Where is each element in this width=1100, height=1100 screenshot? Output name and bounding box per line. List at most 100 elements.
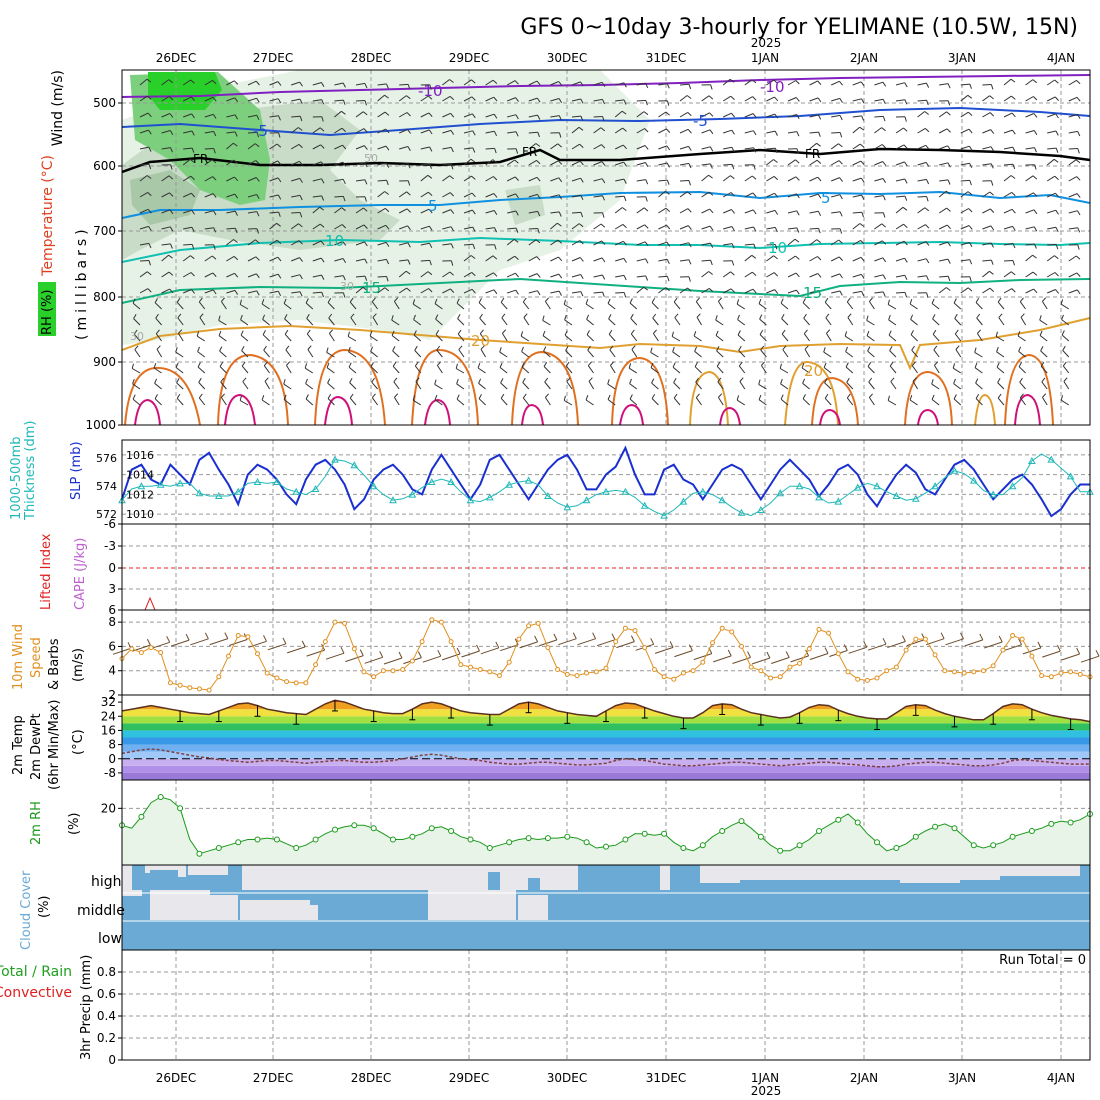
wind-point: [477, 667, 483, 672]
date-label: 29DEC: [449, 1071, 489, 1085]
thickness-marker: [485, 493, 494, 501]
date-label: 26DEC: [156, 1071, 196, 1085]
cloud-clear-block: [240, 900, 310, 920]
slp-tick-label: 1010: [126, 508, 154, 521]
cloud-block: [612, 880, 642, 890]
rh-point: [273, 836, 280, 843]
wind-point: [429, 617, 435, 623]
y-tick-label: 600: [93, 159, 116, 173]
label-rh30-a: 30: [130, 330, 144, 343]
wind-point: [797, 660, 803, 666]
wind-point: [1029, 653, 1035, 659]
label-thickness-2: Thickness (dm): [23, 421, 38, 521]
rh-point: [816, 828, 822, 834]
date-label: 2JAN: [850, 1071, 878, 1085]
wind-point: [380, 668, 386, 674]
y-tick-label: 6: [108, 603, 116, 617]
rh-point: [757, 833, 764, 840]
rh-point: [157, 794, 164, 800]
wind-point: [409, 658, 415, 664]
label-minus5-b: -5: [693, 112, 708, 130]
label-wind10-c: & Barbs: [47, 638, 62, 690]
label-fr-a: FR: [193, 152, 208, 166]
temp-band: [122, 730, 1090, 738]
date-label: 4JAN: [1047, 51, 1075, 65]
rh-point: [835, 816, 842, 823]
date-label: 28DEC: [351, 51, 391, 65]
label-temperature: Temperature (°C): [40, 155, 56, 277]
cloud-clear-block: [145, 865, 185, 873]
wind-point: [468, 664, 473, 670]
wind-point: [758, 668, 764, 674]
wind-point: [555, 667, 561, 672]
wind-point: [845, 669, 851, 675]
thickness-marker: [776, 489, 785, 497]
thickness-marker: [311, 484, 320, 492]
bottom-year-label: 2025: [751, 1084, 782, 1098]
contour-fr: [121, 147, 1091, 174]
rh-point: [370, 825, 377, 832]
y-tick-label: 900: [93, 355, 116, 369]
rh-point: [177, 805, 184, 812]
wind-point: [351, 646, 357, 652]
rh-point: [525, 835, 532, 842]
label-minus5-a: -5: [253, 122, 268, 140]
cloud-block: [150, 870, 178, 890]
thickness-tick-label: 574: [96, 480, 117, 493]
wind-point: [729, 629, 735, 635]
rh-point: [1048, 820, 1055, 827]
wind-point: [400, 667, 406, 672]
wind-point: [680, 670, 686, 676]
wind-point: [1039, 673, 1045, 679]
wind-point: [332, 619, 338, 625]
thickness-tick-label: 572: [96, 508, 117, 521]
top-year-label: 2025: [751, 36, 782, 50]
wind-point: [245, 634, 251, 640]
cloud-clear-block: [242, 865, 388, 890]
temp-band: [122, 765, 1090, 773]
label-rh: RH (%): [40, 290, 55, 335]
wind-point: [913, 636, 919, 642]
wind-point: [990, 663, 996, 669]
thickness-marker: [563, 503, 572, 511]
rh-point: [506, 839, 513, 846]
thickness-marker: [524, 476, 533, 484]
thickness-marker: [737, 508, 746, 516]
wind-point: [216, 674, 222, 680]
rh-point: [699, 842, 706, 849]
wind-point: [497, 673, 502, 679]
cloud-block: [528, 878, 540, 890]
dewpoint-line: [121, 748, 1090, 768]
rh-point: [680, 845, 687, 851]
date-label: 31DEC: [646, 51, 686, 65]
label-temp-b: 2m DewPt: [29, 713, 44, 780]
wind-point: [438, 619, 444, 625]
chart-title: GFS 0~10day 3-hourly for YELIMANE (10.5W…: [520, 15, 1078, 40]
y-tick-label: 1000: [85, 418, 116, 432]
label-10-b: 10: [768, 239, 787, 257]
y-tick-label: -6: [104, 517, 116, 531]
wind-point: [806, 646, 812, 652]
label-precip-b: Convective: [0, 985, 72, 1001]
wind-point: [816, 626, 822, 632]
rh-point: [332, 826, 338, 833]
thickness-marker: [795, 482, 804, 490]
wind-point: [651, 667, 657, 672]
warm-loops: [124, 348, 1054, 426]
label-precip-c: 3hr Precip (mm): [79, 955, 94, 1060]
wind-point: [526, 623, 532, 629]
wind-point: [226, 653, 231, 659]
wind-point: [506, 659, 512, 665]
wind10-panel: 8 6 4 2: [108, 609, 1100, 702]
rh-point: [390, 836, 396, 843]
thickness-marker: [757, 505, 765, 513]
y-tick-label: 800: [93, 290, 116, 304]
wind-point: [448, 639, 454, 645]
thickness-marker: [292, 487, 301, 495]
contour-20: [121, 317, 1091, 371]
label-20-a: 20: [471, 332, 490, 350]
wind-point: [284, 679, 290, 685]
wind-point: [206, 687, 212, 693]
date-label: 3JAN: [948, 51, 976, 65]
y-tick-label: 0.2: [97, 1031, 116, 1045]
